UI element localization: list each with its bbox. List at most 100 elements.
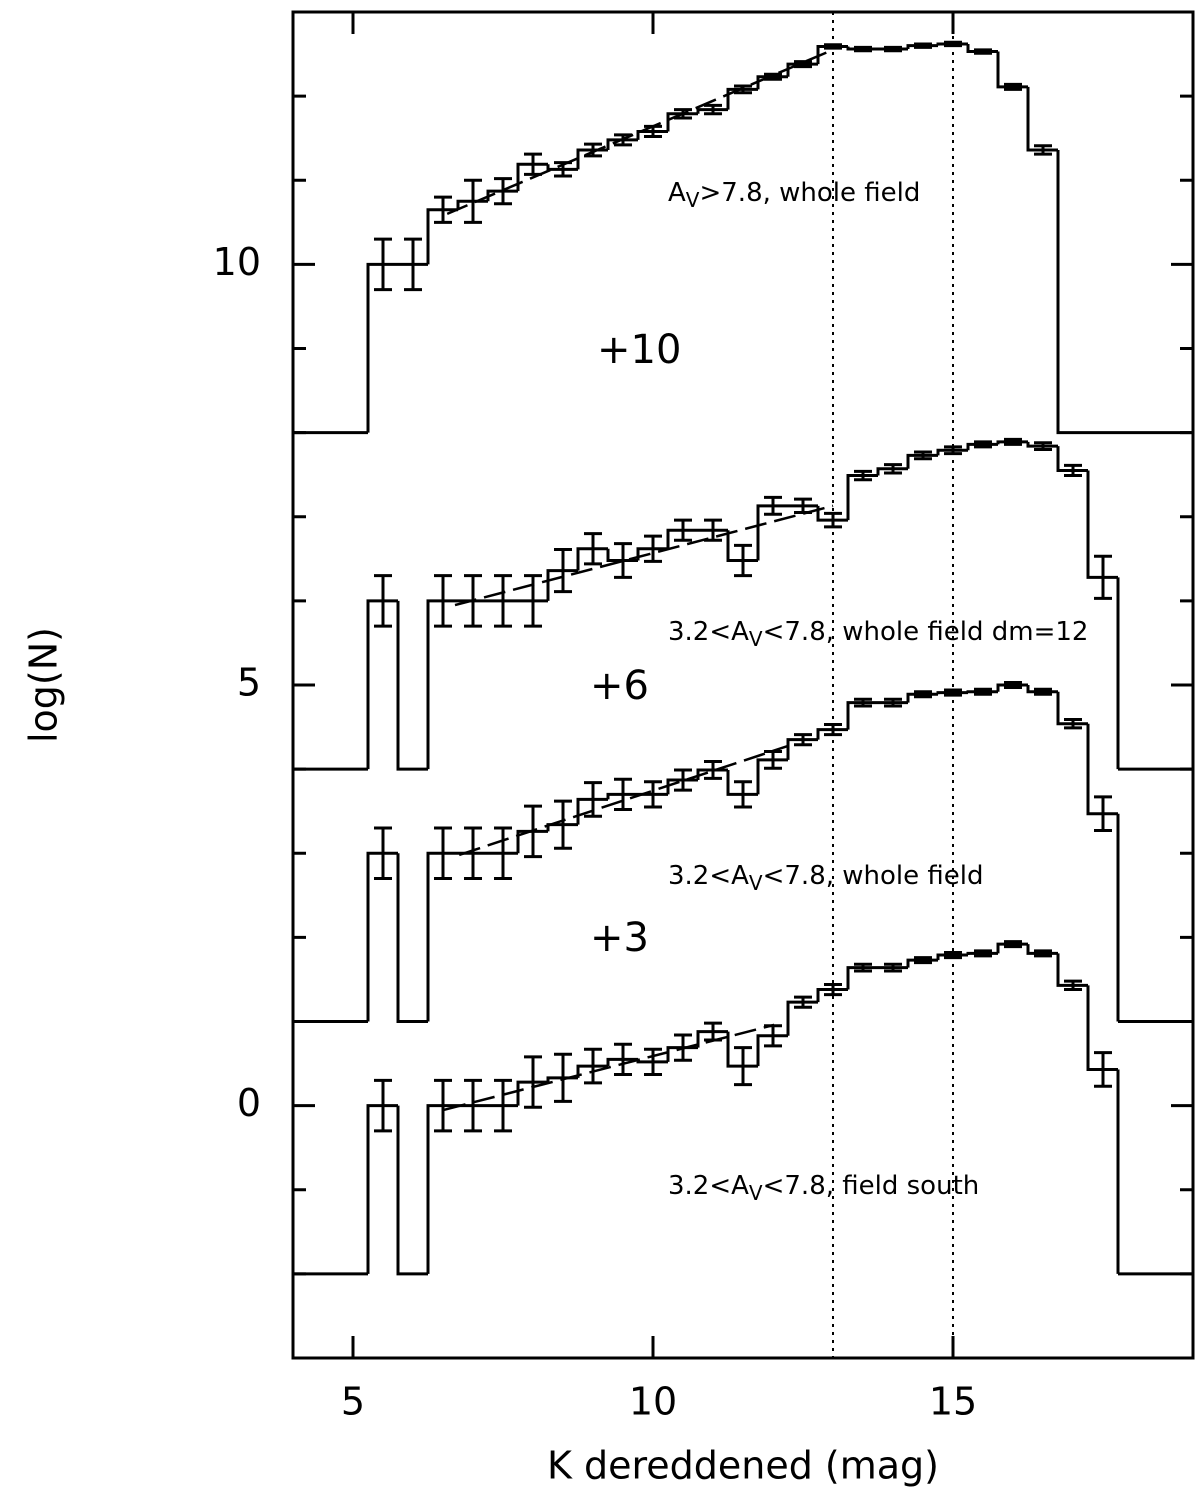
error-bar <box>734 1046 752 1087</box>
bin <box>936 691 968 695</box>
bin <box>816 728 848 740</box>
error-bar <box>944 688 962 697</box>
error-bar <box>734 543 752 578</box>
annotation: 3.2<AV<7.8, field south <box>668 1171 979 1205</box>
y-tick-label: 0 <box>237 1081 261 1125</box>
bin <box>786 62 818 77</box>
x-axis-label: K dereddened (mag) <box>547 1444 939 1488</box>
bin <box>846 474 878 521</box>
bin <box>936 42 968 46</box>
bin <box>966 690 998 694</box>
bin <box>426 1104 458 1274</box>
fit-line <box>446 50 830 216</box>
error-bar <box>464 1078 482 1133</box>
bin <box>966 442 998 451</box>
error-bar <box>554 1052 572 1103</box>
empty-bin <box>396 1105 428 1276</box>
x-tick-label: 5 <box>341 1380 365 1424</box>
error-bar <box>854 45 872 53</box>
error-bar <box>914 42 932 49</box>
bin <box>1026 441 1058 448</box>
bin <box>846 966 878 990</box>
fit-line <box>458 744 790 857</box>
error-bar <box>704 518 722 542</box>
bin <box>846 46 878 51</box>
bin <box>366 599 398 770</box>
error-bar <box>464 826 482 880</box>
bin <box>606 1057 638 1067</box>
error-bar <box>824 982 842 997</box>
bin <box>666 528 698 549</box>
error-bar <box>374 1078 392 1133</box>
error-bar <box>974 440 992 449</box>
bin <box>846 701 878 730</box>
error-bar <box>974 687 992 696</box>
bin <box>726 1031 758 1068</box>
error-bar <box>1094 1051 1112 1088</box>
error-bar <box>614 1042 632 1076</box>
error-bar <box>974 48 992 55</box>
error-bar <box>1094 554 1112 600</box>
error-bar <box>644 1047 662 1076</box>
bin <box>1026 685 1058 694</box>
error-bar <box>584 142 602 158</box>
error-bar <box>554 548 572 594</box>
bin <box>1086 985 1118 1071</box>
y-axis-label: log(N) <box>22 627 66 743</box>
error-bar <box>614 777 632 812</box>
bin <box>816 44 848 65</box>
bin <box>366 1104 398 1274</box>
error-bar <box>584 1047 602 1085</box>
annotation-text: <7.8, whole field <box>763 861 984 891</box>
error-bar <box>1064 717 1082 730</box>
error-bar <box>374 574 392 628</box>
bin <box>816 988 848 1003</box>
bin <box>696 108 728 114</box>
error-bar <box>794 60 812 69</box>
bin <box>1086 470 1118 579</box>
bin <box>1056 691 1088 726</box>
bin <box>966 951 998 956</box>
bin <box>936 448 968 456</box>
bin <box>1056 953 1088 987</box>
bin <box>1026 86 1058 152</box>
error-bar <box>464 178 482 224</box>
bin <box>576 547 608 571</box>
bin <box>516 829 548 854</box>
bin <box>426 851 458 1022</box>
error-bar <box>824 511 842 529</box>
bin <box>726 530 758 562</box>
bin <box>996 942 1028 954</box>
error-bar <box>434 574 452 628</box>
error-bar <box>944 951 962 960</box>
bin <box>936 953 968 961</box>
empty-bin <box>396 853 428 1023</box>
error-bar <box>854 469 872 482</box>
bin <box>1056 446 1088 472</box>
error-bar <box>704 760 722 780</box>
bin <box>756 1034 788 1067</box>
error-bar <box>1034 441 1052 451</box>
error-bar <box>1004 82 1022 91</box>
error-bar <box>434 826 452 880</box>
annotation-text: A <box>668 178 686 208</box>
error-bar <box>1034 687 1052 696</box>
empty-bin <box>1056 149 1088 435</box>
error-bar <box>644 780 662 809</box>
bin <box>996 51 1028 89</box>
bin <box>516 162 548 192</box>
annotation-subscript: V <box>749 1181 763 1205</box>
annotation-text: 3.2<A <box>668 1171 749 1201</box>
y-tick-label: 10 <box>213 240 261 284</box>
bin <box>906 958 938 968</box>
bin <box>1026 944 1058 955</box>
bin <box>516 1080 548 1106</box>
empty-bin <box>396 600 428 771</box>
error-bar <box>434 1078 452 1133</box>
error-bar <box>674 518 692 542</box>
bin <box>666 112 698 132</box>
bin <box>786 738 818 760</box>
annotation-text: 3.2<A <box>668 861 749 891</box>
